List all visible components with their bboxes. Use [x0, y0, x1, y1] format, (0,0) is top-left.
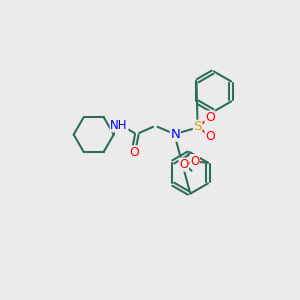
Text: O: O: [205, 111, 215, 124]
Text: S: S: [194, 120, 202, 134]
Text: O: O: [179, 158, 188, 171]
Text: N: N: [170, 128, 180, 141]
Text: O: O: [205, 130, 215, 142]
Text: O: O: [190, 154, 200, 168]
Text: NH: NH: [110, 119, 128, 132]
Text: O: O: [129, 146, 139, 159]
